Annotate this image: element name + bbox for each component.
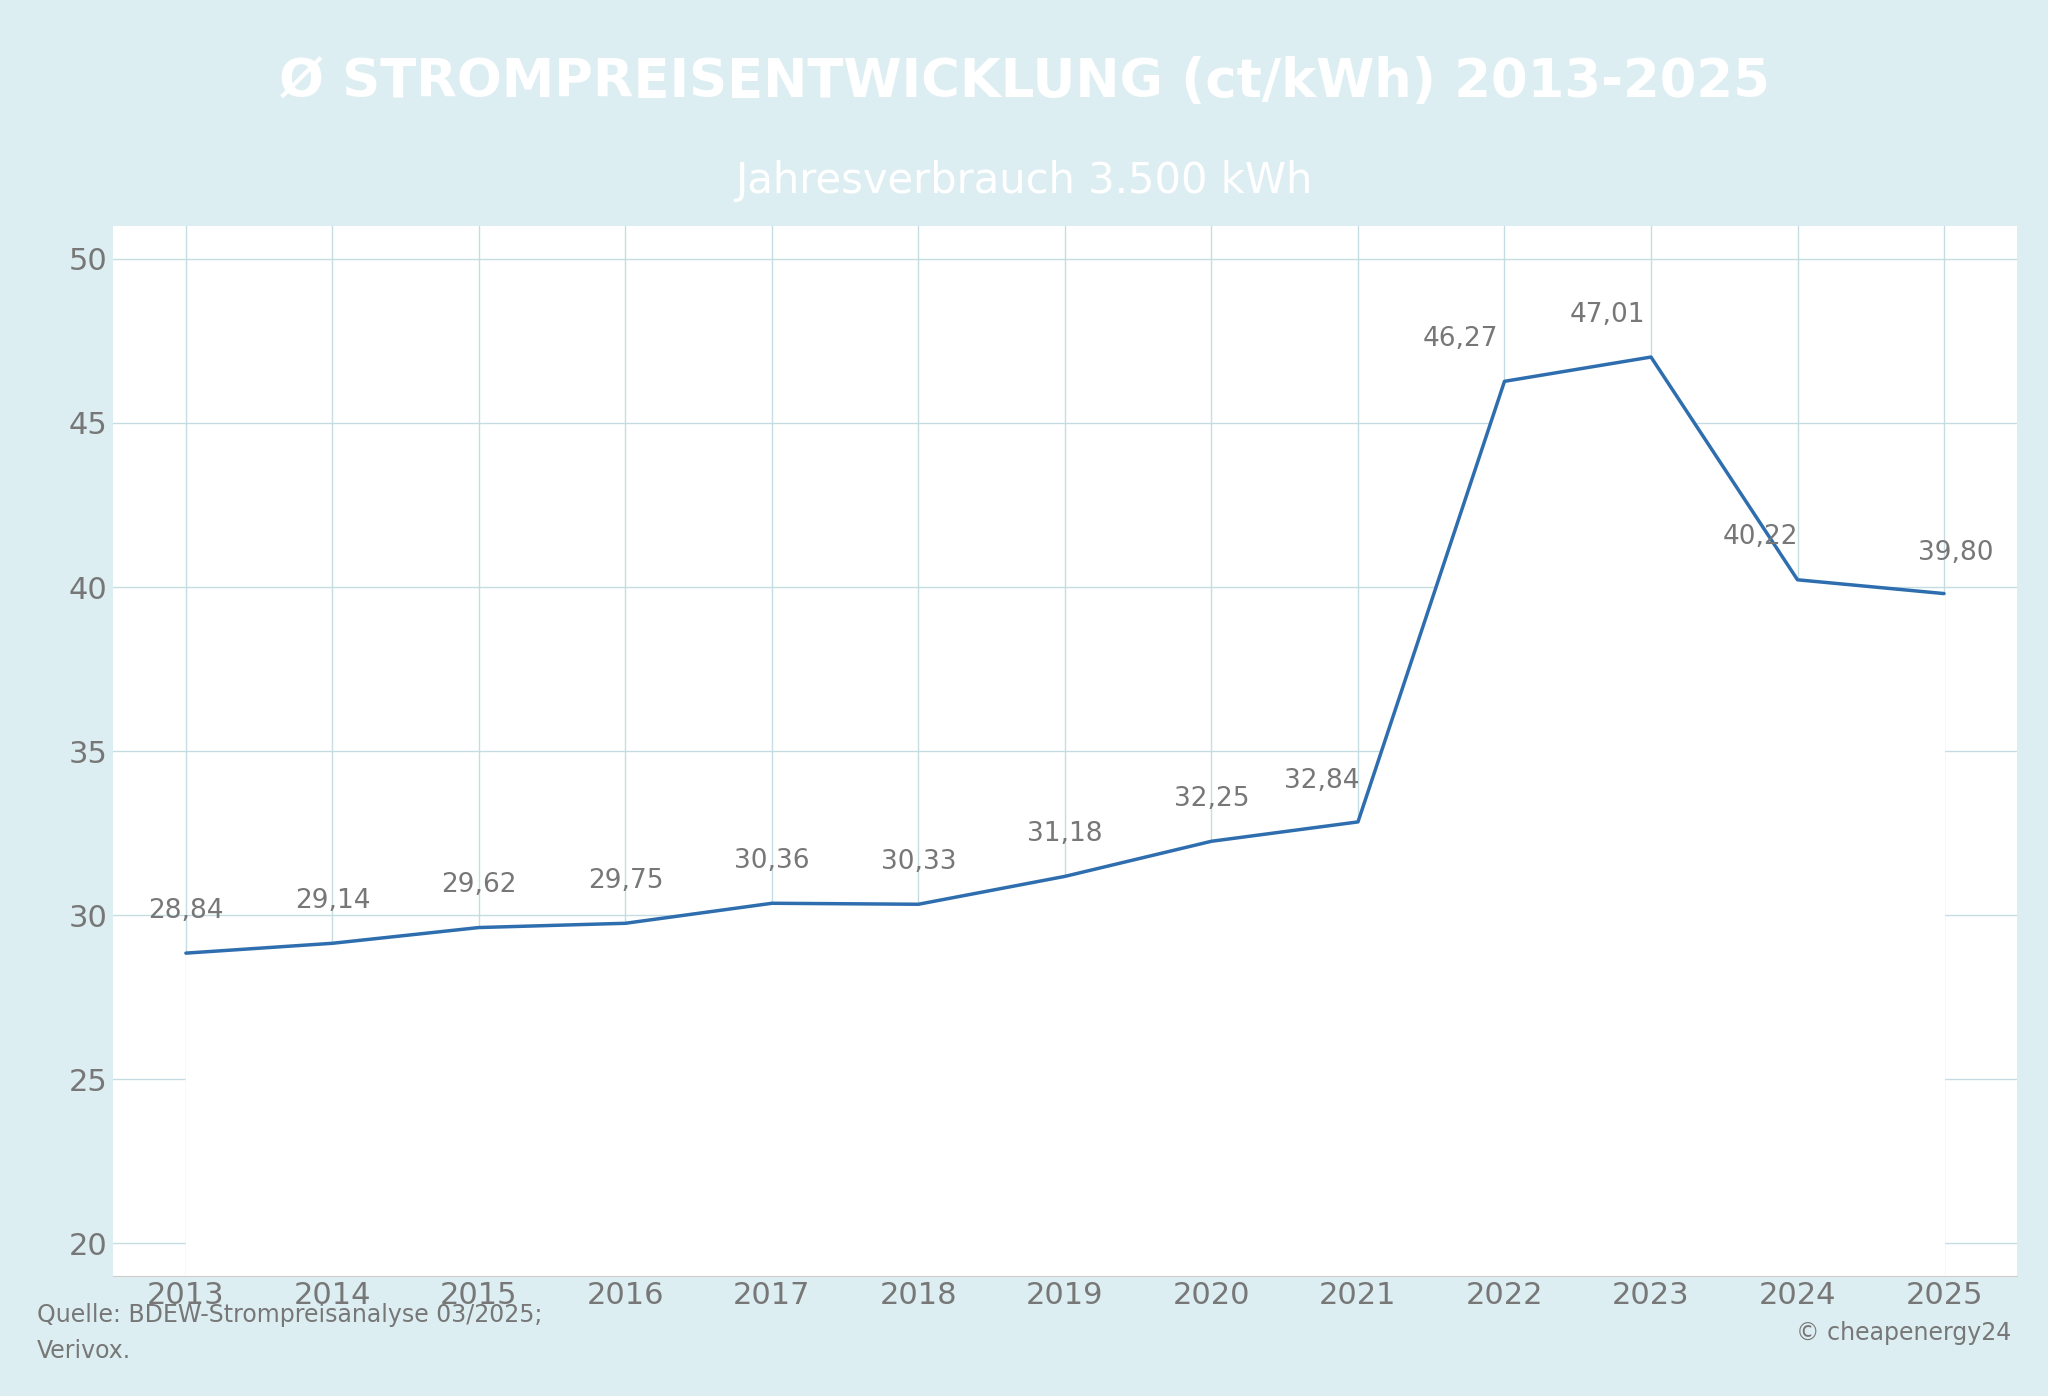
Text: Jahresverbrauch 3.500 kWh: Jahresverbrauch 3.500 kWh <box>735 161 1313 202</box>
Text: 47,01: 47,01 <box>1569 302 1645 328</box>
Text: Ø STROMPREISENTWICKLUNG (ct/kWh) 2013-2025: Ø STROMPREISENTWICKLUNG (ct/kWh) 2013-20… <box>279 56 1769 107</box>
Text: 29,62: 29,62 <box>440 872 516 898</box>
Text: 40,22: 40,22 <box>1722 525 1798 550</box>
Text: 30,33: 30,33 <box>881 849 956 875</box>
Text: 29,75: 29,75 <box>588 868 664 893</box>
Text: 31,18: 31,18 <box>1028 821 1102 847</box>
Text: © cheapenergy24: © cheapenergy24 <box>1796 1321 2011 1344</box>
Text: 32,25: 32,25 <box>1174 786 1249 811</box>
Text: 29,14: 29,14 <box>295 888 371 914</box>
Text: Quelle: BDEW-Strompreisanalyse 03/2025;
Verivox.: Quelle: BDEW-Strompreisanalyse 03/2025; … <box>37 1304 543 1362</box>
Text: 30,36: 30,36 <box>733 847 809 874</box>
Text: 32,84: 32,84 <box>1284 768 1360 794</box>
Text: 28,84: 28,84 <box>147 898 223 924</box>
Text: 46,27: 46,27 <box>1423 325 1499 352</box>
Text: 39,80: 39,80 <box>1919 540 1993 565</box>
